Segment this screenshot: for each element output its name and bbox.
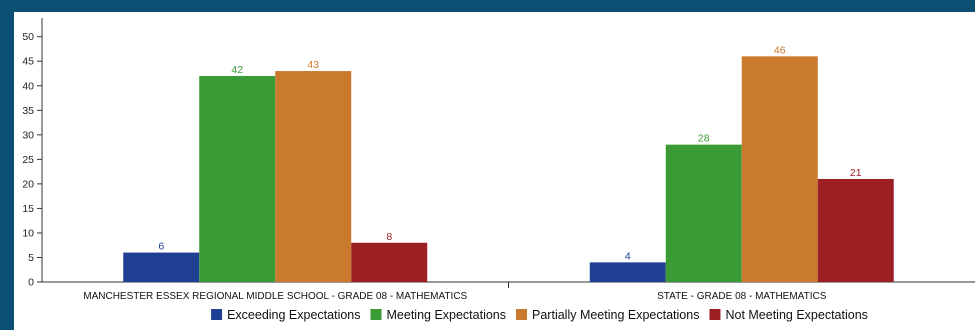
bar-value-label: 6	[158, 241, 164, 253]
bar-value-label: 28	[698, 133, 710, 145]
legend-swatch	[709, 309, 721, 320]
bar-value-label: 42	[231, 64, 243, 76]
chart-data-labels: 6 42 43 8 4 28 46 21	[158, 44, 861, 262]
y-tick-label: 15	[22, 203, 34, 215]
legend-swatch	[516, 309, 528, 320]
legend-label: Partially Meeting Expectations	[532, 308, 699, 322]
chart-bars	[123, 56, 894, 282]
bar	[351, 242, 428, 282]
bar-value-label: 43	[307, 59, 319, 71]
y-tick-label: 5	[28, 252, 34, 264]
bar-value-label: 4	[625, 250, 631, 262]
legend-label: Meeting Expectations	[387, 308, 507, 322]
y-tick-label: 45	[22, 56, 34, 68]
y-tick-label: 30	[22, 129, 34, 141]
bar	[741, 56, 818, 282]
bar	[817, 178, 894, 282]
x-category-label: STATE - GRADE 08 - MATHEMATICS	[657, 291, 827, 302]
bar-value-label: 46	[774, 44, 786, 56]
chart-panel: 0 5 10 15 20 25 30 35 40 45 50 MANCHESTER ESSEX REG…	[14, 12, 975, 330]
bar	[589, 262, 666, 282]
legend-swatch	[211, 309, 223, 320]
bar	[275, 71, 352, 282]
bar-value-label: 21	[850, 167, 862, 179]
y-tick-label: 20	[22, 178, 34, 190]
bar-value-label: 8	[386, 231, 392, 243]
legend-label: Not Meeting Expectations	[725, 308, 867, 322]
bar	[123, 252, 200, 282]
y-tick-label: 0	[28, 277, 34, 289]
bar-chart: 0 5 10 15 20 25 30 35 40 45 50 MANCHESTER ESSEX REG…	[22, 18, 975, 322]
chart-legend: Exceeding Expectations Meeting Expectatio…	[211, 308, 868, 322]
y-tick-label: 35	[22, 105, 34, 117]
legend-swatch	[370, 309, 382, 320]
y-tick-label: 50	[22, 31, 34, 43]
bar	[665, 144, 742, 282]
legend-label: Exceeding Expectations	[227, 308, 360, 322]
y-tick-label: 10	[22, 227, 34, 239]
bar	[199, 75, 276, 282]
x-category-label: MANCHESTER ESSEX REGIONAL MIDDLE SCHOOL …	[83, 291, 467, 302]
y-tick-label: 25	[22, 154, 34, 166]
y-tick-label: 40	[22, 80, 34, 92]
